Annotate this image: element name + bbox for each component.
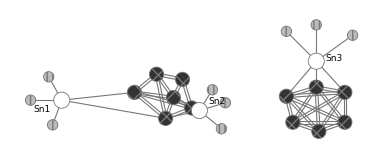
Circle shape: [158, 111, 173, 125]
Circle shape: [175, 72, 190, 87]
Circle shape: [127, 85, 142, 100]
Circle shape: [311, 20, 321, 30]
Circle shape: [54, 92, 70, 108]
Circle shape: [25, 95, 36, 105]
Circle shape: [220, 98, 231, 108]
Circle shape: [338, 85, 352, 100]
Text: Sn2: Sn2: [209, 97, 226, 106]
Circle shape: [281, 26, 291, 37]
Circle shape: [216, 123, 227, 134]
Circle shape: [309, 80, 324, 94]
Circle shape: [308, 53, 324, 69]
Circle shape: [286, 115, 300, 129]
Circle shape: [191, 102, 208, 119]
Circle shape: [149, 67, 164, 81]
Circle shape: [338, 115, 352, 129]
Circle shape: [279, 89, 294, 103]
Circle shape: [184, 101, 199, 115]
Circle shape: [166, 90, 181, 105]
Circle shape: [48, 120, 58, 130]
Text: Sn3: Sn3: [325, 54, 342, 63]
Text: Sn1: Sn1: [33, 105, 50, 114]
Circle shape: [207, 85, 218, 95]
Circle shape: [43, 72, 54, 82]
Circle shape: [347, 30, 358, 41]
Circle shape: [312, 124, 326, 138]
